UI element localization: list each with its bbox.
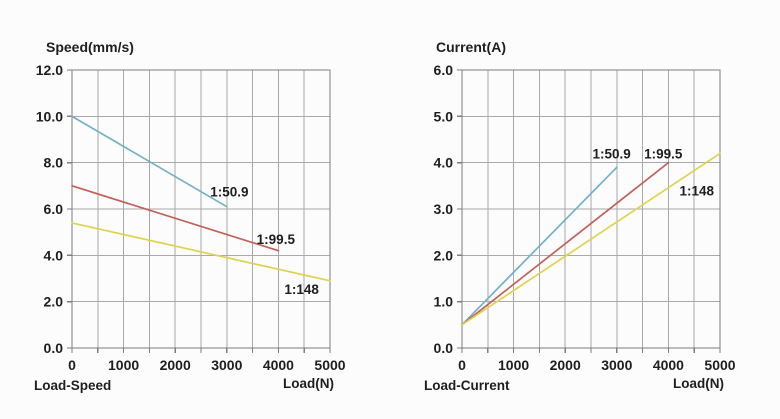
y-tick-label: 4.0 [44,247,64,263]
x-tick-label: 1000 [108,357,139,373]
y-tick-label: 0.0 [434,340,454,356]
series-label: 1:148 [284,282,319,297]
y-tick-label: 1.0 [434,294,454,310]
series-line [461,161,670,326]
y-tick-label: 2.0 [434,247,454,263]
y-tick-label: 10.0 [36,108,63,124]
load-speed-chart: 1:50.9 1:99.5 1:148 0.0 2.0 4.0 6.0 8.0 10.0 12.0… [34,39,346,393]
x-axis-label: Load(N) [283,376,334,391]
y-tick-label: 6.0 [434,62,454,78]
axis-title: Current(A) [436,39,506,55]
x-tick-label: 2000 [550,357,581,373]
x-axis-label: Load(N) [673,376,724,391]
series-line [71,222,331,282]
y-tick-label: 0.0 [44,340,64,356]
series-label: 1:50.9 [210,185,248,200]
y-tick-label: 6.0 [44,201,64,217]
series-label: 1:148 [680,183,715,198]
y-tick-label: 12.0 [36,62,63,78]
series-line [71,115,228,208]
chart-caption: Load-Speed [34,378,111,393]
x-tick-label: 3000 [211,357,242,373]
x-tick-label: 0 [458,357,466,373]
x-tick-label: 1000 [498,357,529,373]
y-tick-label: 8.0 [44,155,64,171]
series-label: 1:99.5 [644,146,683,161]
chart-caption: Load-Current [424,378,510,393]
series-line [461,152,721,326]
x-tick-label: 5000 [704,357,735,373]
series-line [71,184,280,252]
x-tick-label: 3000 [601,357,632,373]
y-tick-label: 2.0 [44,294,64,310]
series-label: 1:99.5 [257,232,296,247]
x-tick-label: 2000 [160,357,191,373]
y-tick-label: 4.0 [434,155,454,171]
y-tick-label: 5.0 [434,108,454,124]
load-current-chart: 1:50.9 1:99.5 1:148 0.0 1.0 2.0 3.0 4.0 5.0 6.0 0 1… [424,39,736,393]
x-tick-label: 4000 [263,357,294,373]
x-tick-label: 4000 [653,357,684,373]
x-tick-label: 5000 [314,357,345,373]
x-tick-label: 0 [68,357,76,373]
series-label: 1:50.9 [592,146,630,161]
series-line [461,166,618,326]
y-tick-label: 3.0 [434,201,454,217]
axis-title: Speed(mm/s) [46,39,134,55]
